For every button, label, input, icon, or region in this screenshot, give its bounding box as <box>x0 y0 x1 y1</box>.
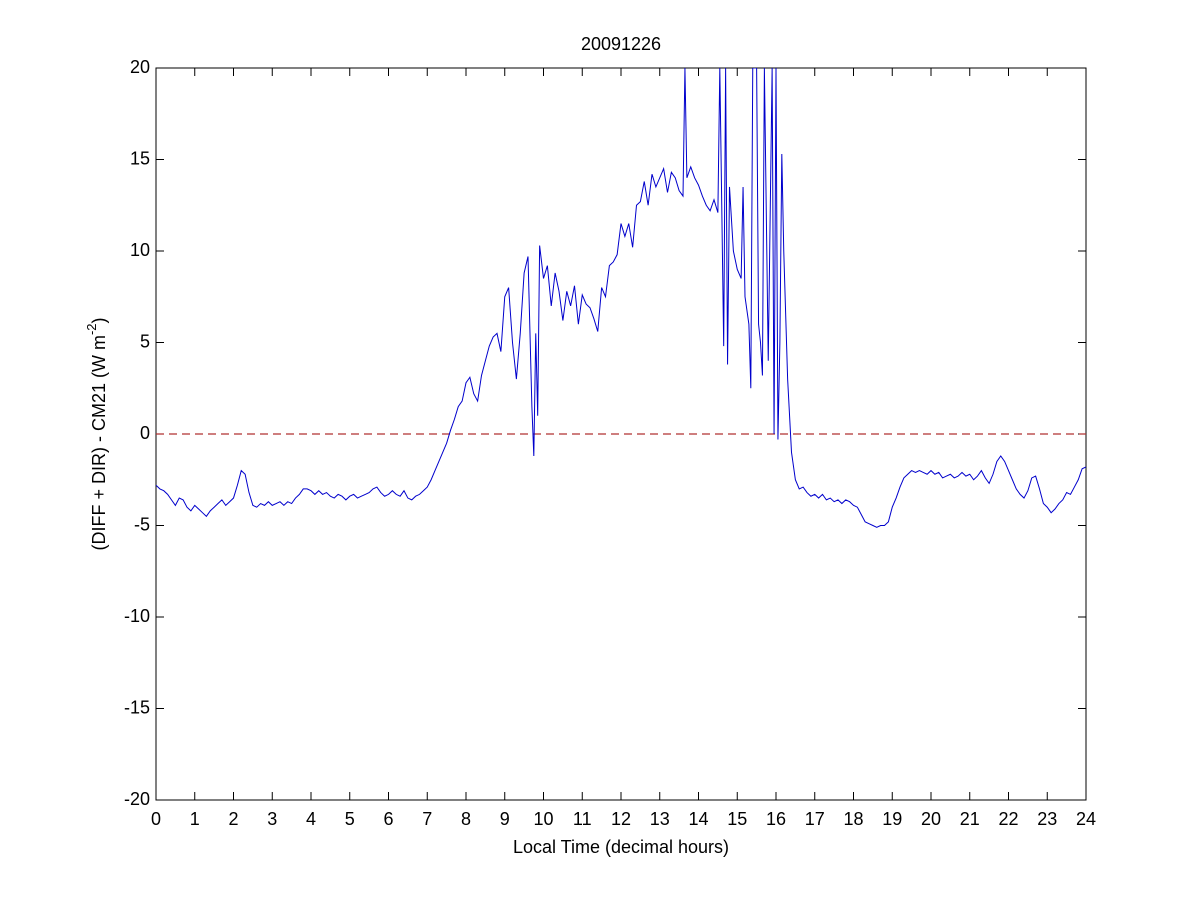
y-tick-label: 0 <box>140 423 150 443</box>
x-tick-label: 7 <box>422 809 432 829</box>
x-tick-label: 1 <box>190 809 200 829</box>
x-tick-label: 15 <box>727 809 747 829</box>
y-tick-label: -10 <box>124 606 150 626</box>
chart-title: 20091226 <box>581 34 661 54</box>
x-tick-label: 22 <box>998 809 1018 829</box>
y-axis-label-superscript: -2 <box>84 323 99 335</box>
x-tick-label: 11 <box>573 809 592 829</box>
x-tick-label: 13 <box>650 809 670 829</box>
x-tick-label: 9 <box>500 809 510 829</box>
x-tick-label: 3 <box>267 809 277 829</box>
y-tick-label: -15 <box>124 697 150 717</box>
x-tick-label: 16 <box>766 809 786 829</box>
x-tick-label: 2 <box>228 809 238 829</box>
data-line <box>156 68 1086 528</box>
x-tick-label: 5 <box>345 809 355 829</box>
y-axis-label-main: (DIFF + DIR) - CM21 (W m <box>89 335 109 550</box>
x-tick-label: 17 <box>805 809 825 829</box>
plot-area <box>155 67 1087 801</box>
x-tick-label: 23 <box>1037 809 1057 829</box>
y-tick-label: 20 <box>130 57 150 77</box>
x-tick-label: 6 <box>383 809 393 829</box>
x-tick-label: 8 <box>461 809 471 829</box>
x-tick-label: 24 <box>1076 809 1096 829</box>
x-tick-label: 10 <box>533 809 553 829</box>
x-tick-label: 20 <box>921 809 941 829</box>
x-tick-label: 14 <box>688 809 708 829</box>
y-tick-label: 5 <box>140 331 150 351</box>
x-tick-label: 19 <box>882 809 902 829</box>
y-tick-label: -20 <box>124 789 150 809</box>
x-tick-label: 18 <box>843 809 863 829</box>
x-tick-label: 21 <box>960 809 980 829</box>
y-tick-label: -5 <box>134 514 150 534</box>
y-tick-label: 15 <box>130 148 150 168</box>
y-axis-label: (DIFF + DIR) - CM21 (W m-2) <box>84 317 108 550</box>
y-axis-label-suffix: ) <box>89 317 109 323</box>
x-tick-label: 12 <box>611 809 631 829</box>
y-tick-label: 10 <box>130 240 150 260</box>
x-tick-label: 4 <box>306 809 316 829</box>
x-tick-label: 0 <box>151 809 161 829</box>
x-axis-label: Local Time (decimal hours) <box>513 837 729 857</box>
